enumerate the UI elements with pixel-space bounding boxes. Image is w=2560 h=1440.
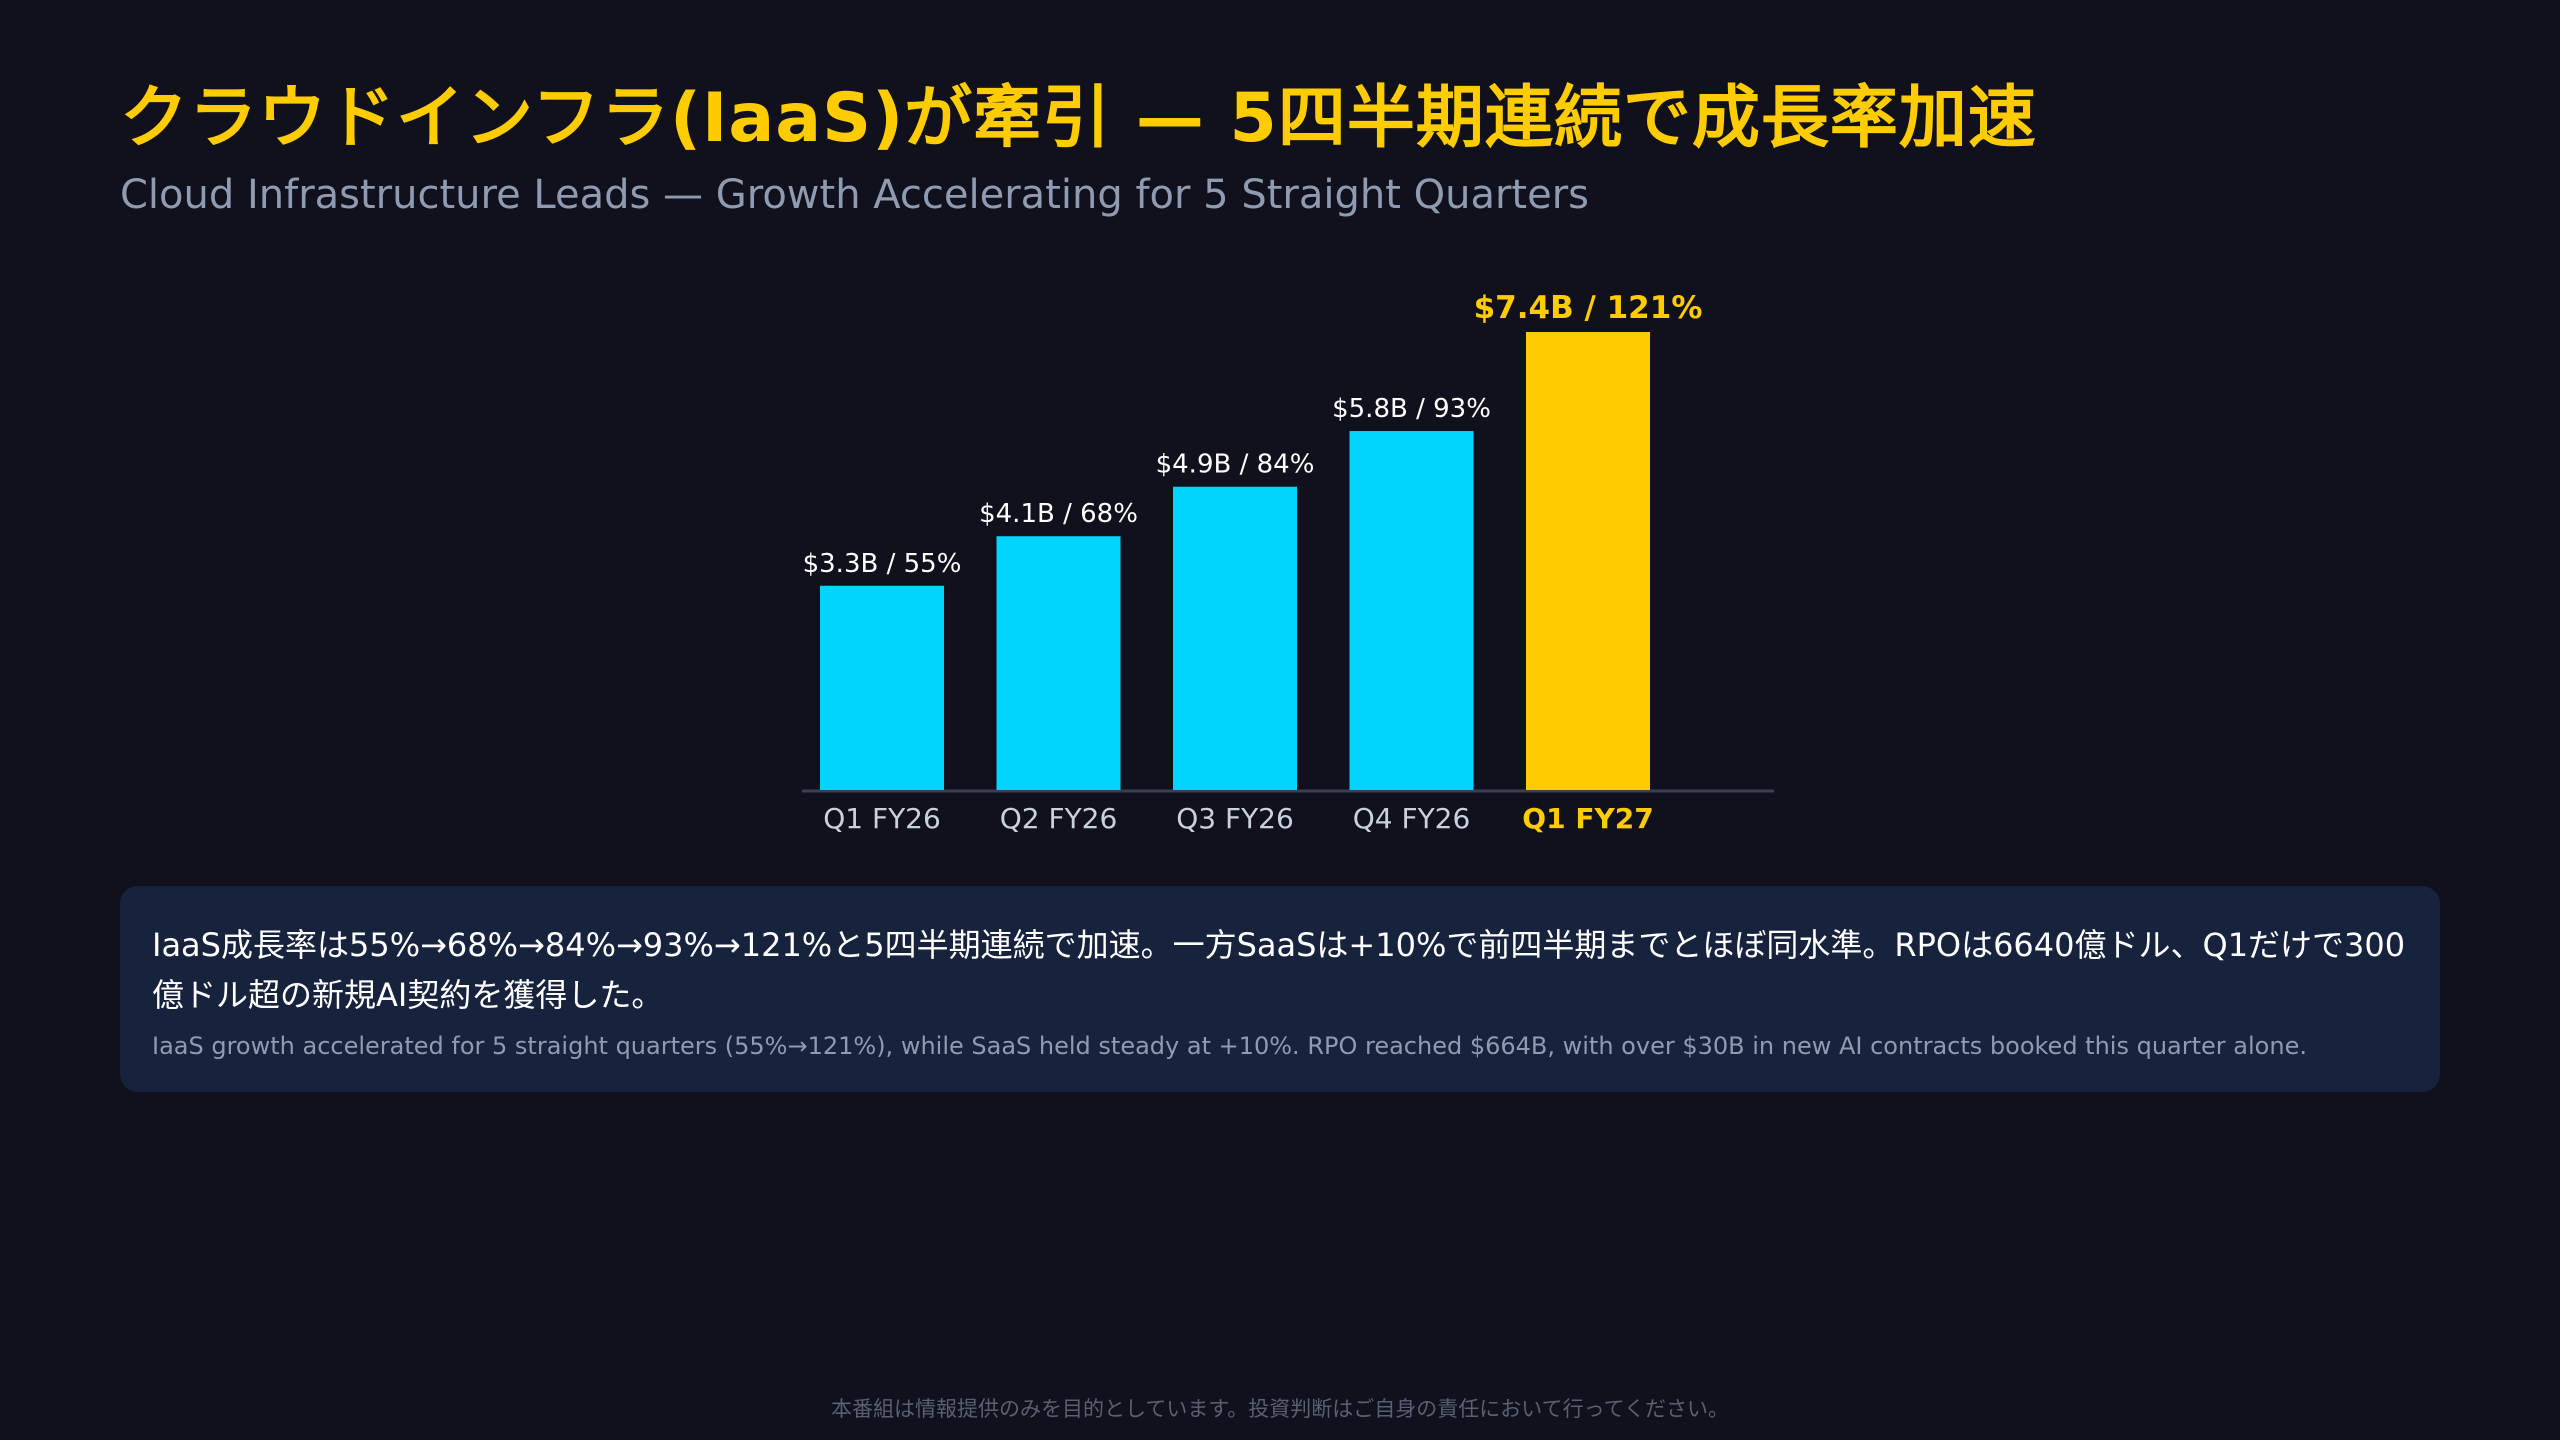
bar-chart-svg: $3.3B / 55% Q1 FY26 $4.1B / 68% Q2 FY26 $4.9… (802, 290, 1774, 835)
page-subtitle: Cloud Infrastructure Leads — Growth Acce… (120, 172, 1589, 218)
x-tick-label: Q1 FY27 (1522, 802, 1653, 835)
data-label: $4.1B / 68% (979, 499, 1138, 529)
data-label: $3.3B / 55% (803, 549, 962, 579)
bar-q1-fy26 (820, 585, 944, 790)
x-tick-label: Q4 FY26 (1353, 802, 1471, 835)
page-title: クラウドインフラ(IaaS)が牽引 — 5四半期連続で成長率加速 (120, 79, 2037, 158)
x-tick-label: Q2 FY26 (1000, 802, 1118, 835)
bar-q4-fy26 (1349, 431, 1474, 790)
summary-text-jp: IaaS成長率は55%→68%→84%→93%→121%と5四半期連続で加速。一… (152, 926, 2406, 1014)
x-tick-label: Q1 FY26 (823, 802, 941, 835)
summary-text-en: IaaS growth accelerated for 5 straight q… (152, 1032, 2307, 1060)
bar-q3-fy26 (1173, 486, 1297, 790)
x-tick-label: Q3 FY26 (1176, 802, 1294, 835)
bar-q1-fy27 (1526, 332, 1650, 790)
bar-chart: $3.3B / 55% Q1 FY26 $4.1B / 68% Q2 FY26 $4.9… (780, 270, 1800, 850)
disclaimer: 本番組は情報提供のみを目的としています。投資判断はご自身の責任において行ってくだ… (831, 1397, 1729, 1421)
data-label: $7.4B / 121% (1474, 290, 1703, 326)
data-label: $4.9B / 84% (1156, 450, 1315, 480)
data-label: $5.8B / 93% (1332, 394, 1491, 424)
summary-panel: IaaS成長率は55%→68%→84%→93%→121%と5四半期連続で加速。一… (120, 886, 2440, 1092)
bar-q2-fy26 (996, 536, 1121, 790)
